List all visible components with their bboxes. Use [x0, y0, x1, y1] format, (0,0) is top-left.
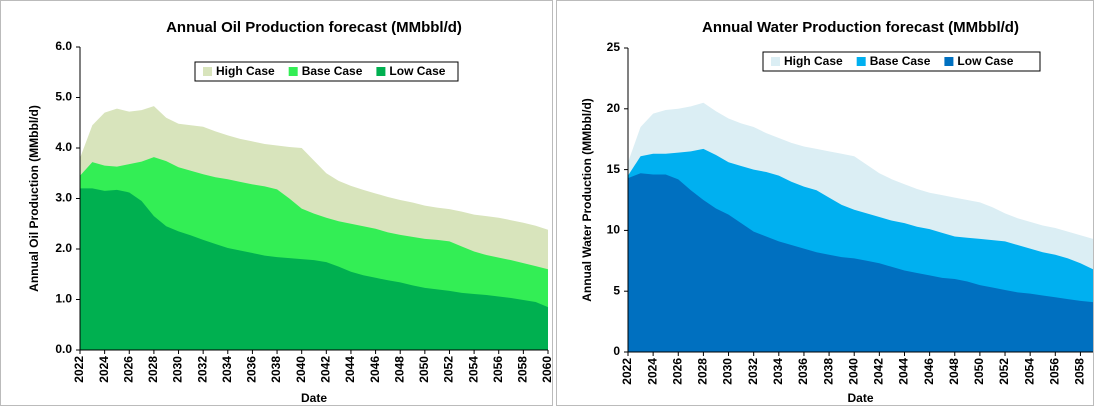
x-tick-label: 2056	[1047, 358, 1061, 385]
x-tick-label: 2058	[1073, 358, 1087, 385]
x-tick-label: 2030	[721, 358, 735, 385]
legend-label: Low Case	[957, 54, 1013, 68]
y-tick-label: 20	[607, 101, 621, 115]
chart: Annual Oil Production forecast (MMbbl/d)…	[0, 0, 553, 406]
legend-swatch	[944, 57, 954, 66]
x-tick-label: 2028	[146, 356, 160, 383]
x-tick-label: 2026	[121, 356, 135, 383]
x-tick-label: 2038	[821, 358, 835, 385]
y-tick-label: 5	[613, 283, 620, 297]
area	[628, 173, 1093, 352]
x-tick-label: 2054	[466, 356, 480, 383]
legend-swatch	[203, 67, 212, 76]
x-tick-label: 2052	[442, 356, 456, 383]
x-tick-label: 2036	[245, 356, 259, 383]
y-tick-label: 15	[607, 162, 621, 176]
chart: Annual Water Production forecast (MMbbl/…	[556, 0, 1094, 406]
x-tick-label: 2058	[516, 356, 530, 383]
x-tick-label: 2048	[392, 356, 406, 383]
legend-box	[762, 51, 1041, 72]
x-tick-label: 2044	[343, 356, 357, 383]
x-tick-label: 2048	[947, 358, 961, 385]
y-tick-label: 0	[613, 344, 620, 358]
x-tick-label: 2036	[796, 358, 810, 385]
x-tick-label: 2040	[294, 356, 308, 383]
y-tick-label: 4.0	[55, 140, 72, 154]
y-axis-label: Annual Water Production (MMbbl/d)	[580, 98, 594, 302]
x-tick-label: 2030	[171, 356, 185, 383]
legend-label: Base Case	[302, 64, 363, 78]
chart-title: Annual Water Production forecast (MMbbl/…	[702, 19, 1019, 36]
x-tick-label: 2042	[318, 356, 332, 383]
y-tick-label: 10	[607, 223, 621, 237]
y-tick-label: 0.0	[55, 342, 72, 356]
x-tick-label: 2032	[195, 356, 209, 383]
x-tick-label: 2060	[540, 356, 553, 383]
area	[80, 188, 548, 350]
legend-swatch	[376, 67, 386, 76]
x-tick-label: 2046	[922, 358, 936, 385]
y-tick-label: 2.0	[55, 241, 72, 255]
x-tick-label: 2042	[872, 358, 886, 385]
legend-label: High Case	[216, 64, 275, 78]
legend-label: High Case	[784, 54, 843, 68]
legend-swatch	[856, 57, 866, 66]
legend-label: Base Case	[870, 54, 931, 68]
legend-swatch	[288, 67, 298, 76]
x-tick-label: 2024	[645, 358, 659, 385]
legend: High Case Base Case Low Case	[762, 51, 1041, 72]
chart-title: Annual Oil Production forecast (MMbbl/d)	[166, 19, 462, 36]
y-tick-label: 3.0	[55, 191, 72, 205]
x-axis-label: Date	[847, 391, 873, 405]
y-tick-label: 25	[607, 40, 621, 54]
x-tick-label: 2056	[491, 356, 505, 383]
x-tick-label: 2050	[972, 358, 986, 385]
x-tick-label: 2024	[97, 356, 111, 383]
x-tick-label: 2050	[417, 356, 431, 383]
legend-box	[194, 61, 459, 82]
y-tick-label: 5.0	[55, 90, 72, 104]
x-axis-label: Date	[301, 391, 327, 405]
x-tick-label: 2026	[670, 358, 684, 385]
y-tick-label: 6.0	[55, 39, 72, 53]
legend-label: Low Case	[389, 64, 445, 78]
x-tick-label: 2022	[72, 356, 86, 383]
x-tick-label: 2054	[1022, 358, 1036, 385]
x-tick-label: 2052	[997, 358, 1011, 385]
x-tick-label: 2044	[897, 358, 911, 385]
x-tick-label: 2046	[368, 356, 382, 383]
x-tick-label: 2038	[269, 356, 283, 383]
x-tick-label: 2040	[846, 358, 860, 385]
legend-swatch	[771, 57, 780, 66]
x-tick-label: 2034	[771, 358, 785, 385]
x-tick-label: 2034	[220, 356, 234, 383]
y-tick-label: 1.0	[55, 292, 72, 306]
x-tick-label: 2032	[746, 358, 760, 385]
x-tick-label: 2022	[620, 358, 634, 385]
legend: High Case Base Case Low Case	[194, 61, 459, 82]
x-tick-label: 2028	[696, 358, 710, 385]
y-axis-label: Annual Oil Production (MMbbl/d)	[27, 105, 41, 292]
